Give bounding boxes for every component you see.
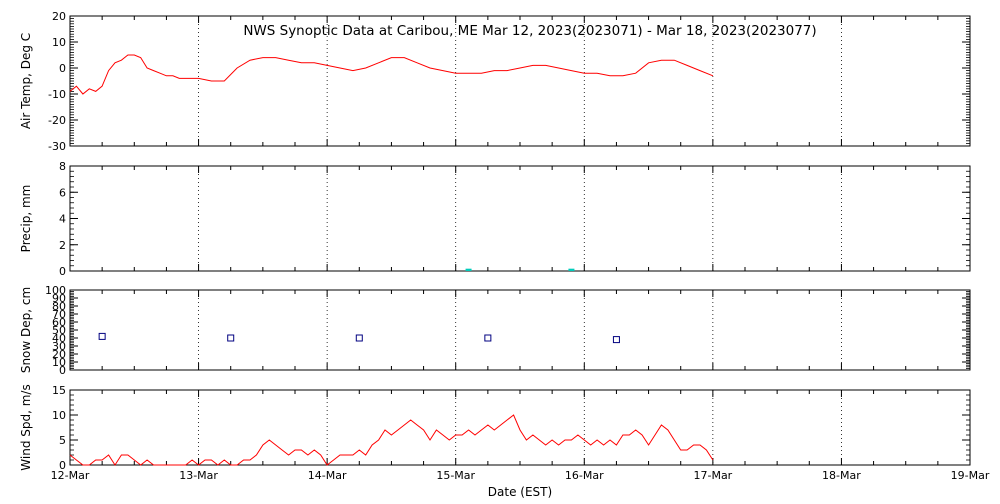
x-tick-label: 12-Mar — [51, 469, 90, 482]
y-tick-label: 10 — [52, 356, 66, 369]
y-tick-label: 20 — [52, 10, 66, 23]
panel-precip: 0 2 4 6 8 Precip, mm — [19, 160, 971, 278]
temp-series-line — [69, 54, 714, 95]
x-tick-label: 14-Mar — [308, 469, 347, 482]
y-tick-label: 0 — [59, 265, 66, 278]
x-axis-ticks: 12-Mar 13-Mar 14-Mar 15-Mar 16-Mar 17-Mar 18-M… — [51, 469, 990, 482]
x-tick-label: 18-Mar — [822, 469, 861, 482]
y-tick-label: 30 — [52, 340, 66, 353]
y-tick-label: 5 — [59, 434, 66, 447]
x-tick-label: 15-Mar — [436, 469, 475, 482]
y-tick-label: 80 — [52, 300, 66, 313]
y-axis-label: Air Temp, Deg C — [19, 33, 33, 129]
y-tick-label: 0 — [59, 364, 66, 377]
panel-wind: 0 5 10 15 Wind Spd, m/s — [19, 384, 971, 472]
y-tick-label: 100 — [45, 284, 66, 297]
y-tick-label: 15 — [52, 384, 66, 397]
y-tick-label: -10 — [48, 88, 66, 101]
y-tick-label: 4 — [59, 213, 66, 226]
x-tick-label: 17-Mar — [693, 469, 732, 482]
y-tick-label: 0 — [59, 62, 66, 75]
x-tick-label: 16-Mar — [565, 469, 604, 482]
wind-series-line — [69, 414, 714, 466]
y-tick-label: 50 — [52, 324, 66, 337]
y-tick-label: 10 — [52, 36, 66, 49]
y-tick-label: 40 — [52, 332, 66, 345]
y-tick-label: -20 — [48, 114, 66, 127]
snow-depth-point — [355, 334, 363, 342]
y-axis-label: Snow Dep, cm — [19, 287, 33, 373]
precip-bar — [568, 268, 575, 271]
x-axis-label: Date (EST) — [488, 485, 552, 499]
panel-temp: -30 -20 -10 0 10 20 Air Temp, Deg C — [19, 10, 971, 153]
y-tick-label: 10 — [52, 409, 66, 422]
y-axis-label: Precip, mm — [19, 185, 33, 253]
y-tick-label: 6 — [59, 186, 66, 199]
x-tick-label: 19-Mar — [951, 469, 990, 482]
panel-frame — [69, 165, 971, 272]
snow-depth-point — [227, 334, 235, 342]
snow-depth-point — [484, 334, 492, 342]
panel-frame — [69, 389, 971, 466]
panel-frame — [69, 289, 971, 371]
snow-depth-point — [612, 336, 620, 344]
y-axis-label: Wind Spd, m/s — [19, 384, 33, 470]
y-tick-label: 0 — [59, 459, 66, 472]
y-tick-label: 8 — [59, 160, 66, 173]
precip-bar — [465, 268, 472, 271]
snow-depth-point — [98, 332, 106, 340]
y-tick-label: 70 — [52, 308, 66, 321]
y-tick-label: 60 — [52, 316, 66, 329]
y-tick-label: -30 — [48, 140, 66, 153]
y-tick-label: 2 — [59, 239, 66, 252]
y-tick-label: 90 — [52, 292, 66, 305]
y-tick-label: 20 — [52, 348, 66, 361]
chart-title: NWS Synoptic Data at Caribou, ME Mar 12,… — [243, 23, 816, 39]
x-tick-label: 13-Mar — [179, 469, 218, 482]
